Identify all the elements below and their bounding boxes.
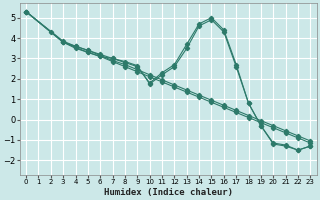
X-axis label: Humidex (Indice chaleur): Humidex (Indice chaleur): [104, 188, 233, 197]
